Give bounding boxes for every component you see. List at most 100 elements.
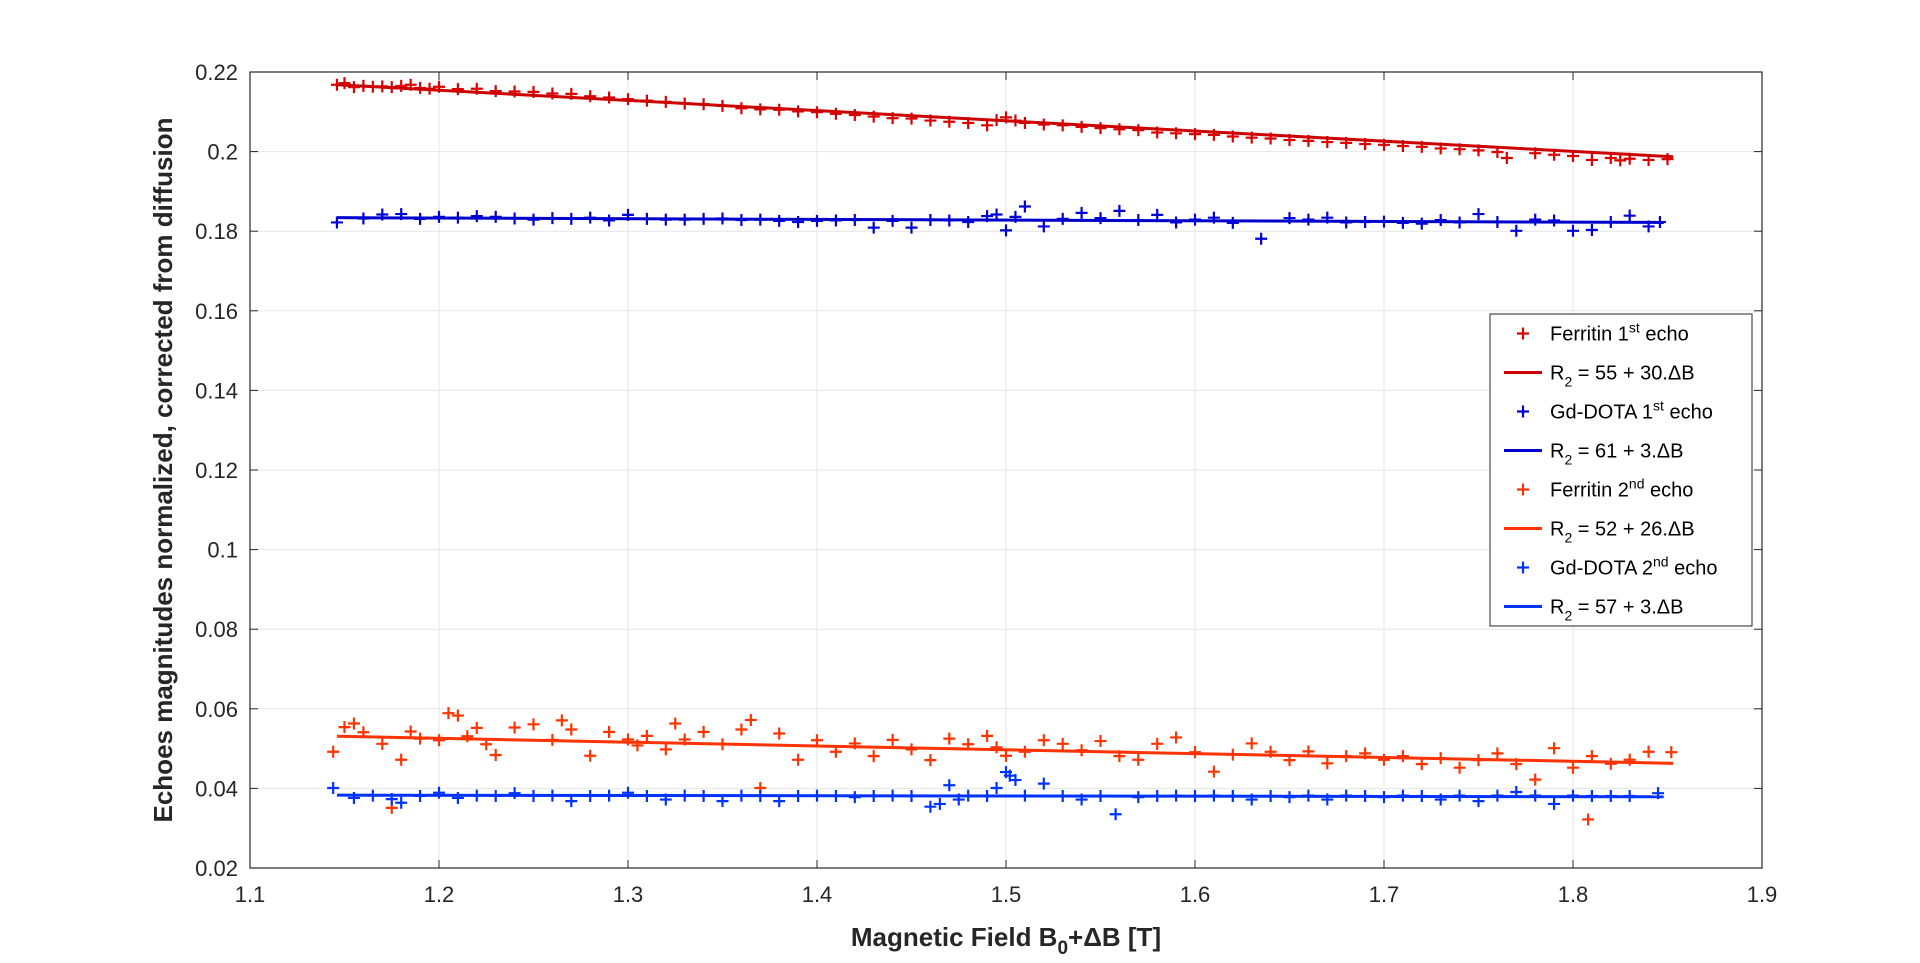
data-point (1170, 216, 1183, 229)
data-point (943, 732, 956, 745)
data-point (1642, 745, 1655, 758)
data-point (773, 727, 786, 740)
data-point (1567, 761, 1579, 774)
data-point (1415, 758, 1428, 771)
legend-label: Gd-DOTA 1st echo (1550, 398, 1713, 424)
data-point (754, 103, 767, 116)
data-point (1378, 753, 1390, 766)
legend-marker-swatch (1517, 483, 1529, 496)
data-point (1094, 212, 1107, 225)
x-tick-label: 1.9 (1747, 882, 1778, 907)
data-point (1510, 224, 1523, 237)
data-point (1113, 123, 1126, 136)
y-axis-label: Echoes magnitudes normalized, corrected … (148, 117, 178, 822)
data-point (1585, 153, 1598, 166)
legend-marker-swatch (1517, 405, 1529, 418)
data-point (470, 721, 483, 734)
data-point (508, 787, 521, 800)
data-point (1585, 224, 1598, 237)
data-point (1415, 217, 1428, 230)
legend-item-4: Ferritin 2nd echo (1517, 476, 1693, 502)
data-point (584, 90, 597, 103)
data-point (470, 210, 483, 223)
data-point (1018, 745, 1031, 758)
data-point (1548, 797, 1561, 810)
data-point (451, 709, 464, 722)
data-point (395, 796, 408, 809)
x-tick-label: 1.7 (1369, 882, 1400, 907)
data-point (565, 723, 578, 736)
data-point (697, 725, 710, 738)
data-point (1529, 213, 1542, 226)
data-point (1094, 122, 1107, 135)
y-tick-label: 0.22 (195, 60, 238, 85)
y-tick-label: 0.04 (195, 776, 238, 801)
legend-item-6: Gd-DOTA 2nd echo (1517, 554, 1718, 580)
data-point (327, 782, 340, 795)
data-point (924, 800, 937, 813)
series-5 (336, 734, 1674, 765)
x-axis-label-main: Magnetic Field B (851, 922, 1058, 952)
x-tick-label: 1.8 (1558, 882, 1589, 907)
data-point (1548, 214, 1561, 227)
data-point (943, 779, 956, 792)
data-point (338, 721, 351, 734)
legend-item-3: R2 = 61 + 3.ΔB (1504, 441, 1683, 468)
data-point (1018, 200, 1031, 213)
data-point (404, 725, 417, 738)
legend-label: R2 = 57 + 3.ΔB (1550, 597, 1683, 624)
series-4 (327, 707, 1678, 826)
data-point (640, 729, 653, 742)
x-tick-label: 1.1 (235, 882, 266, 907)
data-point (886, 733, 899, 746)
fit-line (336, 734, 1674, 765)
x-axis-label-tail: +ΔB [T] (1068, 922, 1161, 952)
data-point (792, 753, 805, 766)
fit-line (336, 83, 1674, 159)
y-tick-label: 0.02 (195, 856, 238, 881)
data-point (395, 753, 408, 766)
data-point (1132, 753, 1145, 766)
data-point (442, 707, 455, 720)
y-tick-label: 0.2 (207, 140, 238, 165)
data-point (327, 745, 340, 758)
fit-line (336, 216, 1664, 224)
data-point (1037, 734, 1050, 747)
y-tick-label: 0.06 (195, 697, 238, 722)
data-point (1151, 737, 1164, 750)
data-point (603, 91, 616, 104)
legend-label: R2 = 61 + 3.ΔB (1550, 441, 1683, 468)
data-point (1075, 120, 1088, 133)
data-point (1321, 757, 1334, 770)
data-point (1000, 224, 1012, 237)
data-point (433, 734, 445, 747)
y-tick-label: 0.16 (195, 299, 238, 324)
data-point (867, 221, 880, 234)
data-point (451, 83, 464, 96)
y-tick-label: 0.14 (195, 378, 238, 403)
data-point (848, 108, 861, 121)
data-point (565, 795, 578, 808)
legend-label: R2 = 52 + 26.ΔB (1550, 519, 1695, 546)
legend-box (1489, 313, 1753, 627)
data-point (933, 797, 946, 810)
data-point (1226, 216, 1239, 229)
data-point (716, 795, 729, 808)
x-tick-label: 1.2 (424, 882, 455, 907)
x-tick-label: 1.5 (991, 882, 1022, 907)
data-point (744, 713, 757, 726)
data-point (1075, 206, 1088, 219)
data-point (1109, 808, 1122, 821)
legend-label: R2 = 55 + 30.ΔB (1550, 363, 1695, 390)
data-point (1491, 747, 1504, 760)
data-point (603, 725, 616, 738)
legend-item-1: R2 = 55 + 30.ΔB (1504, 363, 1695, 390)
legend-item-0: Ferritin 1st echo (1517, 320, 1689, 346)
legend: Ferritin 1st echo R2 = 55 + 30.ΔB Gd-DOTA … (1489, 313, 1753, 627)
data-point (867, 750, 880, 763)
data-point (489, 85, 502, 98)
data-point (603, 214, 616, 227)
data-point (1255, 232, 1268, 245)
data-point (584, 749, 597, 762)
